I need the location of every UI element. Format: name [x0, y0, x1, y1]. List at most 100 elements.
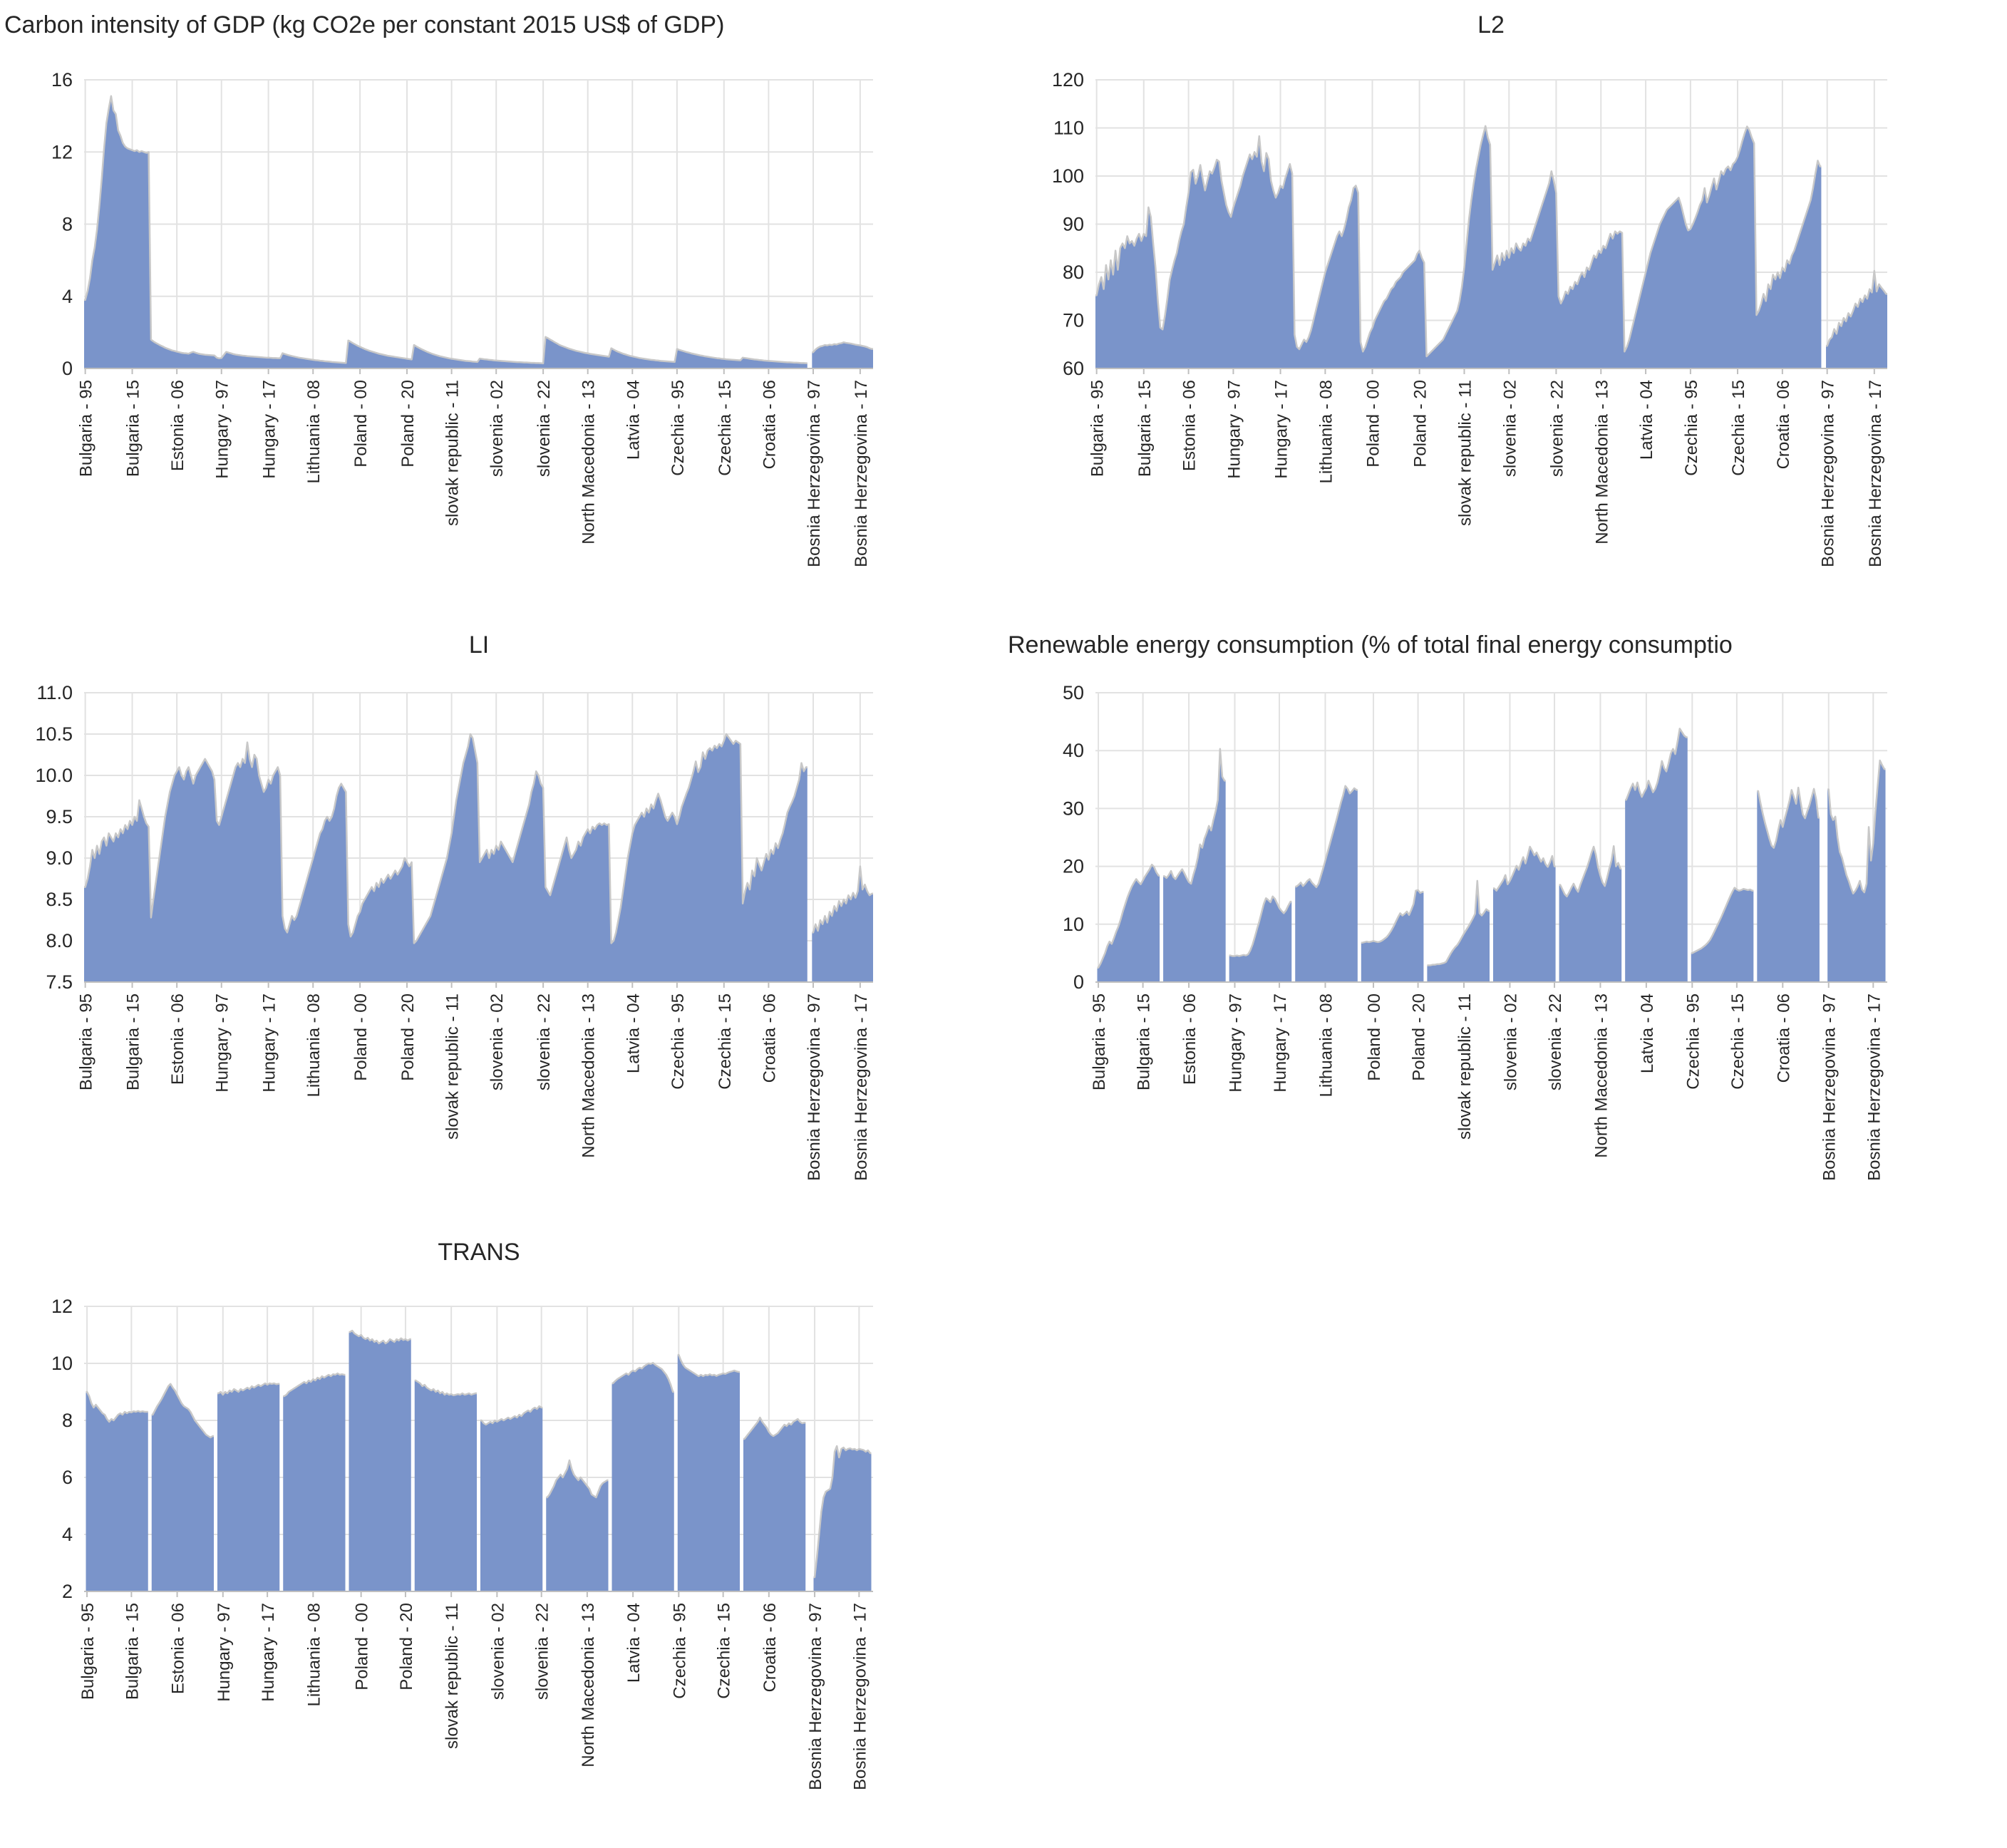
x-tick-label: Bulgaria - 95 [1090, 993, 1109, 1090]
y-tick-label: 8.0 [46, 930, 73, 951]
y-tick-label: 11.0 [36, 682, 73, 703]
x-tick-label: Latvia - 04 [624, 1603, 644, 1683]
x-tick-label: Lithuania - 08 [1316, 993, 1336, 1097]
x-tick-label: Poland - 20 [1411, 380, 1430, 468]
x-tick-label: slovenia - 02 [487, 380, 507, 477]
data-area [1493, 846, 1556, 982]
x-tick-label: Estonia - 06 [168, 380, 187, 471]
x-tick-label: slovak republic - 11 [443, 380, 463, 526]
x-tick-label: slovenia - 22 [533, 1603, 552, 1700]
x-tick-label: slovak republic - 11 [443, 993, 463, 1140]
data-area-outline [546, 1459, 609, 1499]
data-area-outline [1757, 786, 1820, 849]
chart-li: LI 7.5 8.0 8.5 9.0 9.5 10.0 10.5 11.0 Bulgaria -… [0, 613, 969, 1226]
data-area-outline [1295, 785, 1358, 889]
x-tick-label: Hungary - 97 [213, 993, 232, 1093]
y-tick-label: 30 [1063, 797, 1084, 819]
data-area [1625, 728, 1688, 982]
x-tick-label: Bosnia Herzegovina - 97 [805, 380, 824, 567]
x-tick-label: Latvia - 04 [1638, 993, 1657, 1073]
y-tick-label: 0 [62, 358, 73, 379]
data-area [217, 1383, 280, 1591]
y-tick-label: 9.0 [46, 847, 73, 869]
data-area [812, 866, 873, 982]
x-tick-label: Croatia - 06 [760, 993, 779, 1083]
data-area-outline [1493, 845, 1556, 892]
data-area-outline [86, 1390, 148, 1423]
data-area [1295, 785, 1358, 982]
x-tick-label: slovenia - 22 [535, 993, 554, 1090]
plot-area: 0 4 8 12 16 Bulgaria - 95 Bulgaria - 15 Estonia… [51, 69, 873, 567]
data-area [1757, 788, 1820, 982]
x-tick-label: slovenia - 22 [1546, 993, 1565, 1090]
y-tick-label: 10.0 [35, 765, 73, 786]
x-tick-label: Poland - 20 [398, 380, 418, 468]
data-area-outline [414, 1379, 477, 1397]
y-tick-label: 16 [51, 69, 73, 91]
y-tick-label: 8 [62, 214, 73, 235]
data-area [813, 1446, 872, 1591]
x-tick-label: North Macedonia - 13 [579, 993, 599, 1158]
data-area-outline [1826, 269, 1887, 347]
x-tick-label: Poland - 20 [1410, 993, 1429, 1081]
x-tick-label: Lithuania - 08 [304, 1603, 324, 1706]
data-area-outline [1559, 845, 1622, 898]
data-area [283, 1373, 346, 1591]
y-tick-label: 8.5 [46, 889, 73, 910]
data-area [1361, 889, 1424, 982]
chart-title: TRANS [438, 1239, 520, 1266]
x-tick-label: Hungary - 97 [213, 380, 232, 479]
data-area-outline [1691, 887, 1754, 954]
x-tick-label: Poland - 00 [1364, 380, 1383, 468]
x-tick-label: Hungary - 17 [259, 1603, 278, 1702]
y-tick-label: 80 [1063, 262, 1084, 283]
y-tick-label: 12 [51, 1296, 73, 1317]
data-area-outline [217, 1382, 280, 1396]
x-tick-label: North Macedonia - 13 [1592, 380, 1611, 544]
data-area [1691, 887, 1754, 982]
data-area-outline [349, 1329, 411, 1345]
x-tick-label: Estonia - 06 [168, 993, 187, 1085]
data-area [812, 342, 873, 368]
x-tick-label: Hungary - 17 [1272, 380, 1291, 479]
x-tick-label: slovenia - 02 [1500, 380, 1520, 477]
chart-carbon-intensity: Carbon intensity of GDP (kg CO2e per con… [0, 0, 969, 613]
y-tick-label: 100 [1052, 165, 1084, 187]
x-tick-label: Czechia - 95 [670, 1603, 689, 1699]
x-tick-label: Hungary - 17 [260, 380, 279, 479]
x-tick-label: Czechia - 15 [716, 993, 735, 1090]
x-tick-label: Poland - 00 [1365, 993, 1384, 1081]
data-area-outline [1427, 879, 1490, 966]
x-tick-label: North Macedonia - 13 [579, 1603, 598, 1767]
y-tick-label: 4 [62, 286, 73, 307]
x-tick-label: Bulgaria - 15 [1135, 380, 1155, 477]
data-area [151, 1383, 214, 1591]
x-tick-label: Bosnia Herzegovina - 97 [806, 1603, 825, 1790]
x-tick-label: Bosnia Herzegovina - 97 [805, 993, 824, 1181]
chart-trans: TRANS 2 4 6 8 10 12 Bulgaria - 95 Bulgaria - 15… [0, 1226, 969, 1848]
x-tick-label: Bosnia Herzegovina - 97 [1819, 380, 1838, 567]
data-area-outline [1229, 895, 1292, 957]
y-tick-label: 90 [1063, 214, 1084, 235]
x-tick-label: slovak republic - 11 [1455, 993, 1475, 1140]
y-tick-label: 120 [1052, 69, 1084, 91]
plot-area: 2 4 6 8 10 12 Bulgaria - 95 Bulgaria - 15 Estoni… [51, 1296, 873, 1790]
y-tick-label: 7.5 [46, 971, 73, 993]
x-tick-label: Czechia - 15 [716, 380, 735, 476]
data-area-outline [677, 1353, 740, 1378]
data-area-outline [1097, 863, 1160, 969]
x-tick-label: Bulgaria - 95 [78, 1603, 98, 1700]
x-tick-label: slovenia - 02 [487, 993, 507, 1090]
data-area [612, 1363, 674, 1591]
x-tick-label: Croatia - 06 [1774, 380, 1793, 469]
x-tick-label: Bulgaria - 15 [124, 993, 143, 1090]
data-area-outline [743, 1416, 806, 1440]
data-area [349, 1331, 411, 1591]
x-tick-label: Bosnia Herzegovina - 17 [852, 993, 871, 1181]
x-tick-label: Poland - 00 [353, 1603, 372, 1690]
x-tick-label: Hungary - 17 [1271, 993, 1290, 1093]
x-tick-label: slovenia - 02 [1501, 993, 1520, 1090]
x-tick-label: slovak republic - 11 [1455, 380, 1475, 526]
x-tick-label: Latvia - 04 [624, 380, 643, 460]
